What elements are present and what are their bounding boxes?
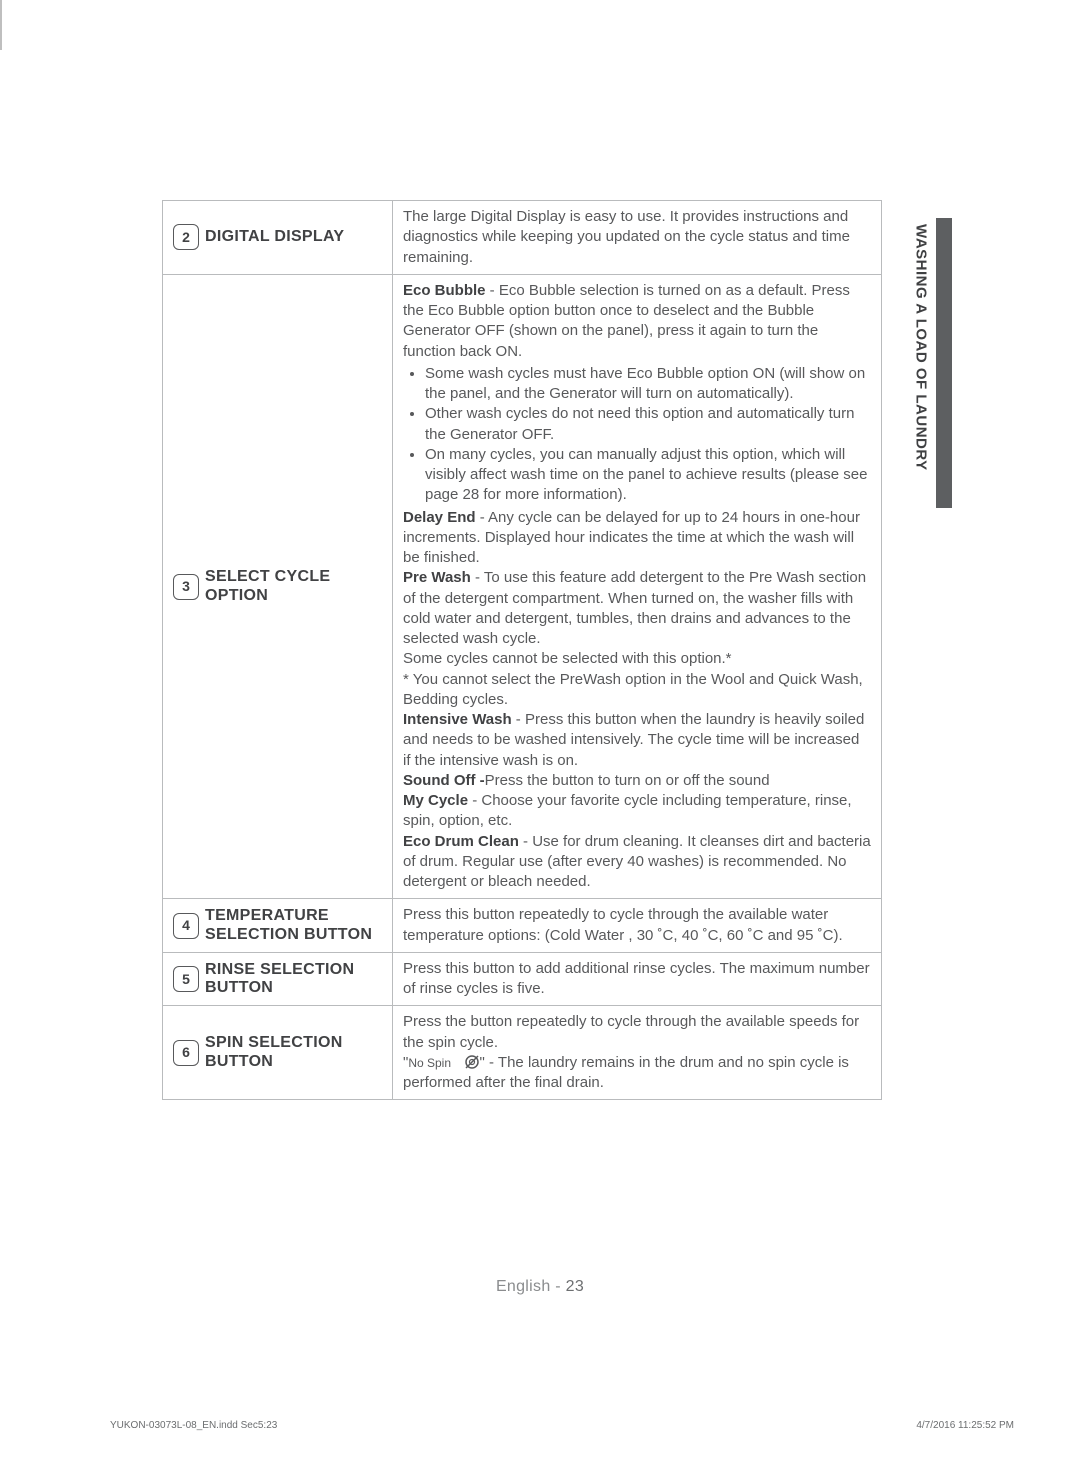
feature-number-badge: 2	[173, 224, 199, 250]
table-row: 5RINSE SELECTION BUTTONPress this button…	[163, 952, 882, 1006]
section-tab-marker	[936, 218, 952, 508]
table-row: 6SPIN SELECTION BUTTONPress the button r…	[163, 1006, 882, 1100]
feature-description-cell: Press the button repeatedly to cycle thr…	[393, 1006, 882, 1100]
feature-description-cell: The large Digital Display is easy to use…	[393, 201, 882, 275]
page: 2 DIGITAL DISPLAY The large Digital Displa…	[0, 0, 1080, 1461]
table-row: 2 DIGITAL DISPLAY The large Digital Displa…	[163, 201, 882, 275]
feature-table: 2 DIGITAL DISPLAY The large Digital Displa…	[162, 200, 882, 1100]
feature-number-badge: 3	[173, 574, 199, 600]
feature-description-cell: Eco Bubble - Eco Bubble selection is tur…	[393, 274, 882, 899]
section-tab-label: WASHING A LOAD OF LAUNDRY	[906, 218, 936, 508]
table-row: 4TEMPERATURE SELECTION BUTTONPress this …	[163, 899, 882, 953]
feature-label-cell: 4TEMPERATURE SELECTION BUTTON	[163, 899, 393, 953]
feature-number-badge: 4	[173, 913, 199, 939]
feature-description-cell: Press this button to add additional rins…	[393, 952, 882, 1006]
print-doc-id: YUKON-03073L-08_EN.indd Sec5:23	[110, 1420, 277, 1431]
feature-description-cell: Press this button repeatedly to cycle th…	[393, 899, 882, 953]
feature-label-cell: 5RINSE SELECTION BUTTON	[163, 952, 393, 1006]
feature-label-text: SPIN SELECTION BUTTON	[205, 1034, 382, 1071]
footer-lang: English -	[496, 1278, 566, 1295]
feature-label-text: RINSE SELECTION BUTTON	[205, 961, 382, 998]
feature-label-cell: 2 DIGITAL DISPLAY	[163, 201, 393, 275]
feature-number-badge: 6	[173, 1040, 199, 1066]
content-area: 2 DIGITAL DISPLAY The large Digital Displa…	[162, 200, 882, 1100]
footer-page-number: 23	[566, 1278, 584, 1295]
feature-label-text: SELECT CYCLE OPTION	[205, 568, 382, 605]
feature-label-text: DIGITAL DISPLAY	[205, 228, 344, 246]
feature-number-badge: 5	[173, 966, 199, 992]
print-timestamp: 4/7/2016 11:25:52 PM	[916, 1420, 1014, 1431]
feature-label-cell: 6SPIN SELECTION BUTTON	[163, 1006, 393, 1100]
feature-label-text: TEMPERATURE SELECTION BUTTON	[205, 907, 382, 944]
page-footer: English - 23	[0, 1278, 1080, 1296]
crop-mark	[0, 0, 2, 50]
table-row: 3SELECT CYCLE OPTIONEco Bubble - Eco Bub…	[163, 274, 882, 899]
section-tab: WASHING A LOAD OF LAUNDRY	[906, 218, 936, 508]
feature-label-cell: 3SELECT CYCLE OPTION	[163, 274, 393, 899]
